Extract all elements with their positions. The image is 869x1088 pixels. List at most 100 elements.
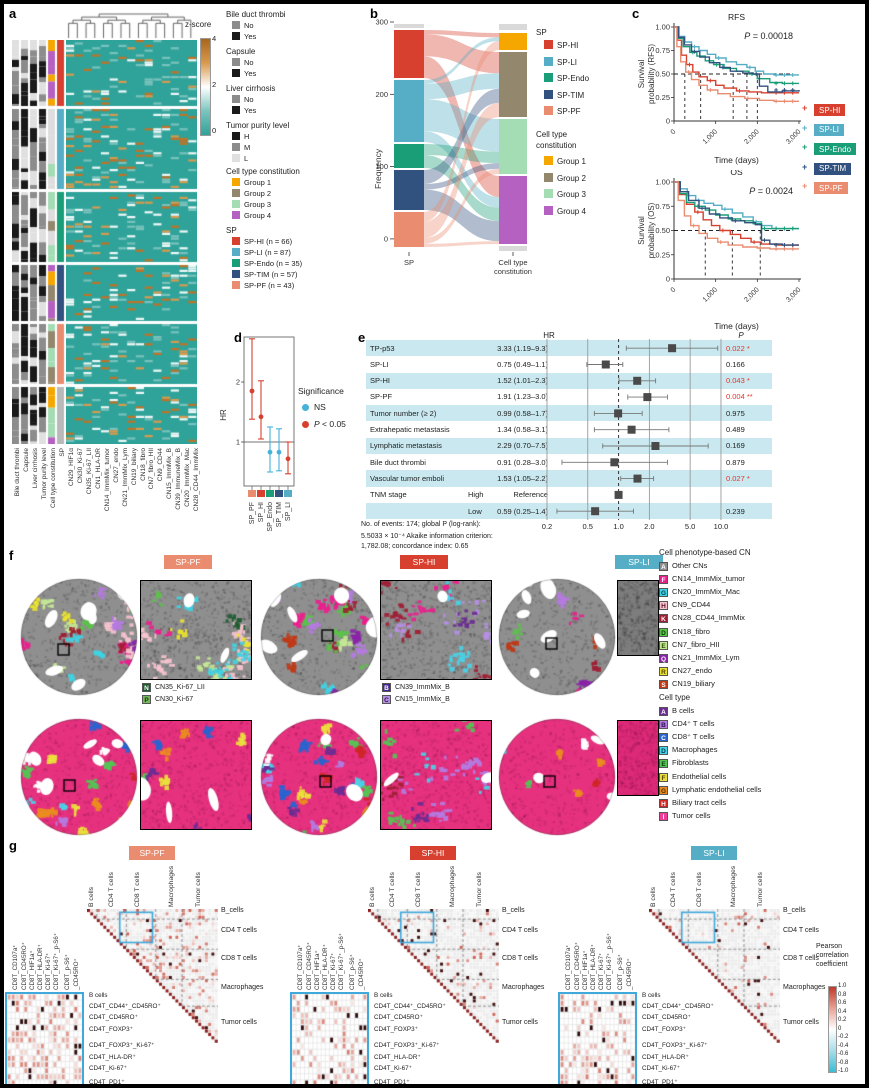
- svg-text:Survival: Survival: [637, 216, 646, 245]
- legend-swatch: [232, 69, 240, 77]
- keyed-legend-item: A Other CNs: [659, 561, 707, 572]
- legend-item-label: Other CNs: [672, 561, 708, 570]
- panel-a-dendrogram: [64, 12, 199, 39]
- inset-column-label: _CD45RO⁺: [358, 958, 365, 990]
- forest-row-label: SP-HI: [370, 376, 391, 386]
- svg-text:100: 100: [375, 162, 388, 171]
- legend-item: M: [232, 143, 250, 153]
- correlation-inset-heatmap: [560, 994, 635, 1084]
- pearson-colorbar-tick: -0.8: [838, 1059, 849, 1066]
- legend-swatch: [544, 106, 553, 115]
- forest-axis-tick: 1.0: [613, 522, 624, 531]
- inset-row-label: CD4T_HLA-DR⁺: [89, 1054, 136, 1061]
- legend-item-label: SP-LI: [557, 57, 578, 67]
- tissue-inset-cn-sphi: [380, 580, 492, 680]
- legend-item-label: L: [244, 154, 249, 163]
- keyed-legend-item: S CN19_biliary: [659, 679, 715, 690]
- legend-item-label: SP-Endo (n = 35): [244, 259, 303, 268]
- pearson-colorbar: [828, 986, 837, 1073]
- forest-row-p-value: 0.489: [726, 425, 745, 434]
- survival-legend-marker: +: [802, 103, 808, 113]
- heatmap-column-label: Tumor purity level: [41, 448, 48, 500]
- heatmap-column-label: CN15_ImmMix_B: [166, 448, 173, 499]
- legend-item: SP-HI (n = 66): [232, 237, 292, 247]
- inset-row-label: CD4T_CD44⁺_CD45RO⁺: [374, 1003, 446, 1010]
- forest-axis-tick: 10.0: [713, 522, 729, 531]
- inset-row-label: B cells: [642, 992, 661, 999]
- inset-column-label: CD8T_HLA-DR⁺: [322, 944, 329, 990]
- survival-legend-marker: +: [802, 161, 808, 172]
- survival-legend-badge: SP-HI: [814, 104, 846, 116]
- panel-b-legend-item: Group 1: [544, 156, 586, 166]
- heatmap-column-label: Liver cirrhosis: [32, 448, 39, 489]
- panel-b-legend-item: SP-TIM: [544, 89, 584, 100]
- svg-text:1,000: 1,000: [702, 286, 719, 303]
- triangle-row-label: Tumor cells: [783, 1019, 819, 1026]
- svg-text:1.00: 1.00: [655, 178, 670, 187]
- legend-swatch: [232, 211, 240, 219]
- legend-swatch: [544, 40, 553, 49]
- legend-item: Group 1: [232, 178, 271, 188]
- triangle-column-label: CD4 T cells: [670, 872, 677, 907]
- keyed-legend-item: I Tumor cells: [659, 811, 710, 822]
- correlation-inset-frame: [5, 992, 84, 1084]
- inset-column-label: CD8T_HLA-DR⁺: [590, 944, 597, 990]
- panel-a-annotation-strips: [12, 40, 65, 444]
- panel-e-forest-plot: [546, 339, 722, 520]
- legend-item-label: Fibroblasts: [672, 758, 709, 768]
- forest-row-p-value: 0.022 *: [726, 343, 750, 353]
- tissue-circle-ct-sppf: [20, 718, 138, 836]
- inset-row-label: CD4T_Ki-67⁺: [642, 1065, 680, 1072]
- forest-row-hr-text: 1.52 (1.01–2.3): [497, 376, 548, 386]
- inset-row-label: CD4T_FOXP3⁺: [374, 1026, 418, 1033]
- inset-row-label: CD4T_CD45RO⁺: [642, 1014, 691, 1021]
- legend-item: SP-LI (n = 87): [232, 248, 291, 258]
- heatmap-column-label: CN28_CD44_ImmMix: [193, 448, 200, 512]
- correlation-inset-frame: [290, 992, 369, 1084]
- svg-text:3,000: 3,000: [785, 128, 802, 145]
- panel-b-legend-item: SP-LI: [544, 56, 578, 67]
- panel-c-rfs-plot: 1.00 0.75 0.50 0.25 00 1,000 2,000 3,000 RFS P = …: [637, 12, 802, 165]
- legend-item-label: Biliary tract cells: [672, 797, 727, 807]
- forest-row-p-value: 0.975: [726, 408, 745, 418]
- legend-item-label: Group 1: [557, 157, 586, 166]
- legend-swatch: [544, 73, 553, 82]
- legend-item: Group 2: [232, 189, 271, 199]
- tissue-circle-cn-sphi: [260, 578, 378, 696]
- tissue-inset-frame: [380, 580, 492, 680]
- svg-text:HR: HR: [219, 409, 228, 421]
- legend-item-label: Macrophages: [672, 745, 718, 755]
- triangle-column-label: CD4 T cells: [108, 872, 115, 907]
- inset-column-label: CD8T_p-S6⁺: [349, 954, 356, 990]
- keyed-legend-item: A B cells: [659, 706, 694, 717]
- svg-text:Time (days): Time (days): [714, 321, 759, 331]
- legend-item-label: CN27_endo: [672, 665, 713, 675]
- legend-item-label: No: [244, 58, 254, 67]
- forest-row-level: Low: [468, 506, 482, 516]
- pearson-colorbar-tick: 0.2: [838, 1017, 847, 1023]
- heatmap-column-label: CN7_fibro_HII: [148, 448, 155, 490]
- legend-item: No: [232, 21, 254, 31]
- legend-key-chip: H: [659, 601, 668, 611]
- tissue-inset-frame: [380, 720, 492, 830]
- panel-b-legend-ct-title: Cell type: [536, 130, 568, 139]
- panel-f-sp-title-badge: SP-LI: [615, 555, 663, 569]
- legend-key-chip: A: [659, 562, 668, 571]
- legend-key-chip: R: [659, 666, 668, 676]
- heatmap-column-label: Cell type constitution: [50, 448, 57, 508]
- panel-d-category-label: SP_HI: [258, 502, 265, 523]
- inset-row-label: CD4T_CD45RO⁺: [374, 1014, 423, 1021]
- inset-row-label: CD4T_Ki-67⁺: [374, 1065, 412, 1072]
- panel-a-label: a: [9, 6, 17, 21]
- legend-item-label: CN21_ImmMix_Lym: [672, 652, 740, 662]
- inset-column-label: CD8T_Ki-67⁺: [598, 952, 605, 990]
- pearson-colorbar-title: Pearson correlation coefficient: [816, 943, 849, 969]
- tissue-circle-ct-sphi: [260, 718, 378, 836]
- forest-row-shading: [366, 405, 772, 422]
- triangle-column-label: Macrophages: [449, 865, 456, 907]
- svg-text:1: 1: [236, 438, 240, 447]
- legend-item-label: SP-PF: [557, 107, 581, 116]
- keyed-legend-item: C CD8⁺ T cells: [659, 732, 714, 743]
- panel-d-legend-label: P < 0.05: [314, 419, 346, 429]
- keyed-legend-item: F Endothelial cells: [659, 772, 726, 783]
